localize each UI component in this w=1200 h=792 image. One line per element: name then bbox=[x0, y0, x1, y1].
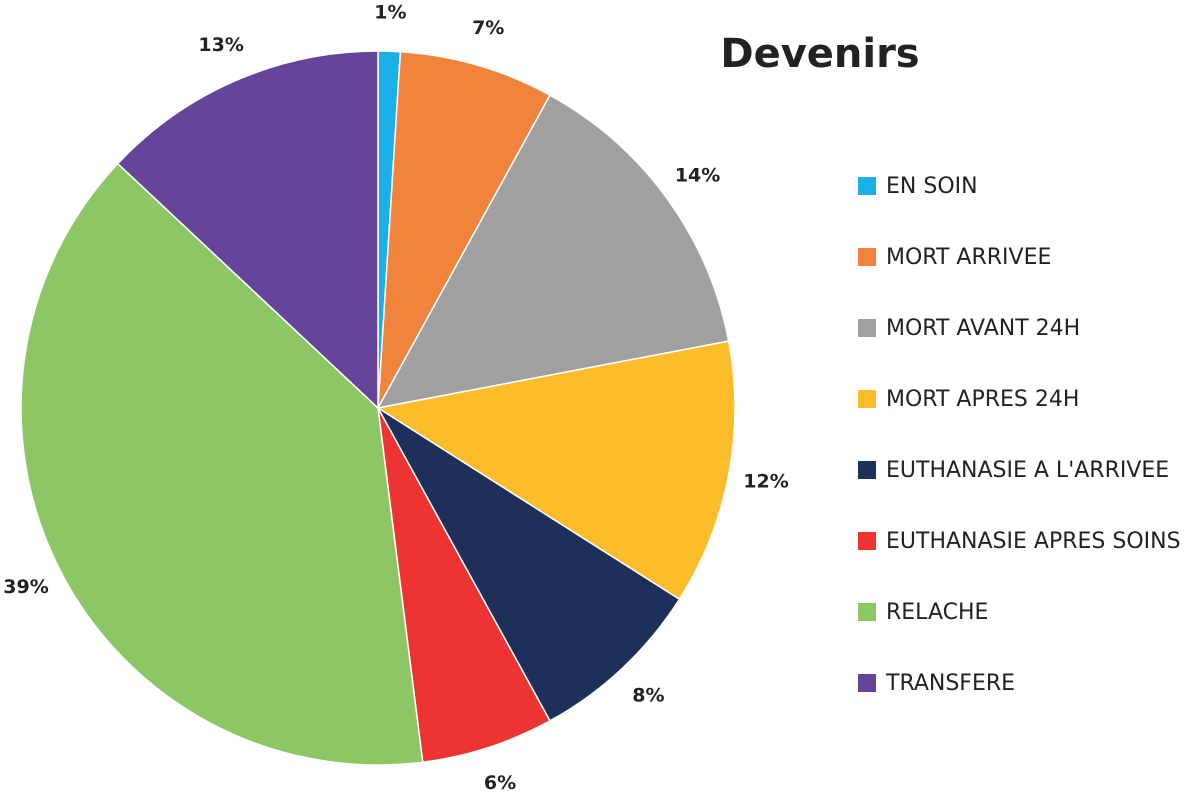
pie-slice bbox=[116, 50, 379, 410]
data-label: 1% bbox=[374, 2, 406, 24]
legend-swatch bbox=[858, 177, 876, 195]
legend-swatch bbox=[858, 319, 876, 337]
legend-label: EUTHANASIE A L'ARRIVEE bbox=[886, 458, 1169, 483]
legend-label: TRANSFERE bbox=[885, 671, 1015, 696]
legend-swatch bbox=[858, 390, 876, 408]
legend-label: MORT APRES 24H bbox=[886, 387, 1079, 412]
pie-slice bbox=[375, 340, 736, 601]
legend-label: EN SOIN bbox=[886, 174, 978, 199]
data-label: 6% bbox=[484, 772, 516, 792]
data-label: 12% bbox=[743, 471, 788, 493]
pie-slice bbox=[377, 407, 681, 722]
pie-slice bbox=[376, 94, 730, 410]
chart-title: Devenirs bbox=[720, 31, 919, 77]
pie-slice bbox=[377, 50, 552, 409]
legend-swatch bbox=[858, 248, 876, 266]
legend-swatch bbox=[858, 532, 876, 550]
legend-label: RELACHE bbox=[886, 600, 988, 625]
legend-label: EUTHANASIE APRES SOINS bbox=[886, 529, 1181, 554]
pie-slice bbox=[20, 162, 424, 766]
legend-label: MORT AVANT 24H bbox=[886, 316, 1080, 341]
pie-slice bbox=[377, 407, 552, 764]
legend-swatch bbox=[858, 674, 876, 692]
data-label: 8% bbox=[632, 684, 664, 706]
data-label: 13% bbox=[198, 34, 243, 56]
data-label: 7% bbox=[472, 17, 504, 39]
legend-swatch bbox=[858, 461, 876, 479]
legend-label: MORT ARRIVEE bbox=[886, 245, 1051, 270]
legend-swatch bbox=[858, 603, 876, 621]
data-label: 39% bbox=[3, 576, 48, 598]
data-label: 14% bbox=[675, 164, 720, 186]
